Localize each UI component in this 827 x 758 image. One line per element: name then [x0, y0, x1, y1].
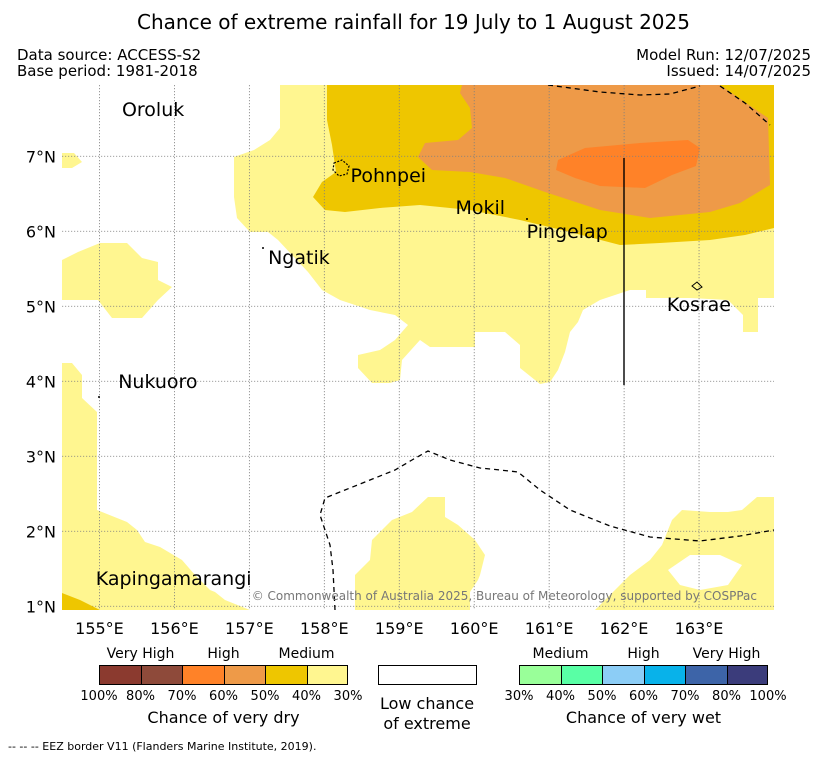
colorbar-tick-label: 100% [80, 689, 118, 704]
colorbar-swatch [265, 665, 307, 685]
colorbar-tick-label: 60% [209, 689, 238, 704]
model-run-label: Model Run: 12/07/2025 [636, 46, 811, 64]
colorbar-category-label: Very High [106, 646, 175, 662]
y-tick-label: 2°N [26, 522, 56, 541]
x-tick-label: 157°E [225, 619, 274, 638]
nukuoro-atoll-dot [98, 396, 100, 398]
y-tick-label: 4°N [26, 372, 56, 391]
dry-medium-corner [62, 593, 100, 610]
colorbar-swatch [99, 665, 141, 685]
colorbar-swatch [685, 665, 727, 685]
x-tick-label: 162°E [600, 619, 649, 638]
y-tick-label: 1°N [26, 597, 56, 616]
colorbar-tick-label: 30% [333, 689, 363, 704]
place-label-kapingamarangi: Kapingamarangi [95, 568, 252, 590]
place-label-mokil: Mokil [455, 196, 506, 219]
colorbar-tick-label: 70% [167, 689, 197, 704]
low-chance-gap [668, 555, 742, 590]
colorbar-swatch [223, 665, 265, 685]
place-label-kosrae: Kosrae [666, 294, 731, 317]
wet-colorbar-title: Chance of very wet [565, 708, 722, 727]
x-axis: 155°E 156°E 157°E 158°E 159°E 160°E 161°E 162°E… [75, 619, 723, 638]
dry-colorbar-title: Chance of very dry [147, 708, 300, 727]
low-chance-title-line1: Low chance [379, 694, 475, 713]
colorbar-swatch [306, 665, 348, 685]
dry-high-region [556, 140, 700, 188]
ngatik-atoll-dot [262, 247, 264, 249]
map-title: Chance of extreme rainfall for 19 July t… [137, 10, 690, 34]
x-tick-label: 163°E [675, 619, 724, 638]
x-tick-label: 158°E [300, 619, 349, 638]
colorbar-swatch [140, 665, 182, 685]
colorbar-tick-label: 80% [126, 689, 155, 704]
data-source-label: Data source: ACCESS-S2 [17, 46, 202, 64]
eez-footnote: -- -- -- EEZ border V11 (Flanders Marine… [8, 740, 317, 753]
colorbar-swatch [643, 665, 685, 685]
place-label-oroluk: Oroluk [121, 99, 185, 122]
place-label-pohnpei: Pohnpei [350, 165, 427, 188]
colorbar-swatch [726, 665, 768, 685]
colorbar-tick-label: 50% [250, 689, 280, 704]
issued-label: Issued: 14/07/2025 [666, 62, 811, 80]
base-period-label: Base period: 1981-2018 [17, 62, 198, 80]
copyright-notice: © Commonwealth of Australia 2025, Bureau… [251, 589, 757, 603]
colorbar-tick-label: 70% [670, 689, 700, 704]
x-tick-label: 160°E [450, 619, 499, 638]
low-chance-title-line2: of extreme [383, 714, 471, 733]
map-plot-area [62, 85, 774, 610]
x-tick-label: 155°E [75, 619, 124, 638]
colorbar-category-label: Medium [278, 646, 335, 662]
colorbar-category-label: Medium [532, 646, 589, 662]
y-tick-label: 5°N [26, 297, 56, 316]
y-tick-label: 6°N [26, 222, 56, 241]
colorbar-swatch [519, 665, 561, 685]
x-tick-label: 159°E [375, 619, 424, 638]
colorbar-tick-label: 60% [629, 689, 658, 704]
low-chance-swatch [378, 665, 477, 685]
colorbar-swatch [182, 665, 224, 685]
pohnpei-island-outline [332, 159, 350, 177]
y-tick-label: 3°N [26, 447, 56, 466]
y-tick-label: 7°N [26, 147, 56, 166]
colorbar-tick-label: 50% [587, 689, 617, 704]
place-label-pingelap: Pingelap [526, 220, 608, 243]
colorbar-tick-label: 40% [292, 689, 321, 704]
y-axis: 1°N 2°N 3°N 4°N 5°N 6°N 7°N [26, 147, 56, 616]
colorbar-tick-label: 30% [504, 689, 534, 704]
place-label-ngatik: Ngatik [268, 247, 330, 269]
colorbar-category-label: Very High [692, 646, 761, 662]
kosrae-island-outline [691, 281, 703, 291]
x-tick-label: 156°E [150, 619, 199, 638]
colorbar-tick-label: 40% [546, 689, 575, 704]
place-label-nukuoro: Nukuoro [118, 370, 198, 393]
colorbar-swatch [602, 665, 644, 685]
colorbar-tick-label: 100% [749, 689, 787, 704]
x-tick-label: 161°E [525, 619, 574, 638]
pingelap-atoll-dot [526, 218, 528, 220]
colorbar-category-label: High [207, 646, 240, 662]
eez-border [319, 85, 774, 610]
colorbar-swatch [560, 665, 602, 685]
colorbar-category-label: High [627, 646, 660, 662]
colorbar-tick-label: 80% [712, 689, 741, 704]
